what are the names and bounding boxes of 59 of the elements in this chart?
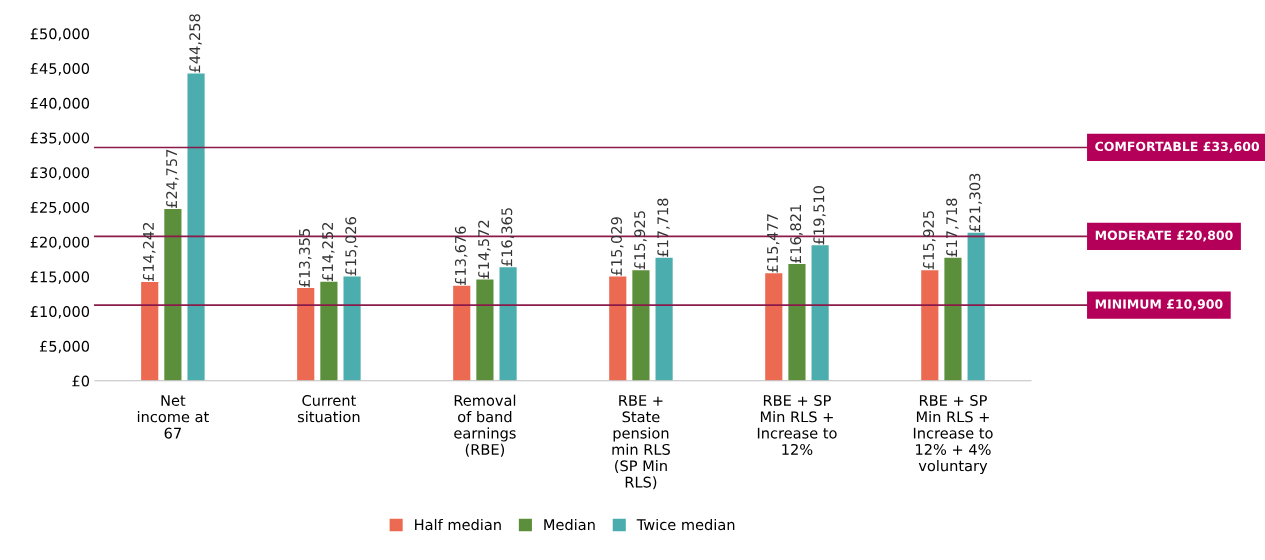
legend-label: Twice median <box>636 518 735 531</box>
y-tick-label: £15,000 <box>30 271 90 284</box>
ref-line-label: MODERATE £20,800 <box>1095 230 1233 242</box>
data-label: £15,477 <box>766 214 780 273</box>
bar <box>164 208 182 381</box>
data-label: £44,258 <box>189 14 202 73</box>
x-tick-label: Net income at 67 <box>137 395 209 439</box>
y-tick-label: £10,000 <box>30 306 90 319</box>
legend-label: Median <box>544 518 595 531</box>
data-label: £13,355 <box>298 229 312 288</box>
x-tick-label: Removal of band earnings (RBE) <box>454 394 516 457</box>
bar <box>141 281 159 381</box>
x-tick-label: RBE + SP Min RLS + Increase to 12% + 4% voluntary <box>913 394 993 475</box>
y-tick-label: £30,000 <box>30 167 90 180</box>
ref-line-label: COMFORTABLE £33,600 <box>1095 141 1260 153</box>
data-label: £14,242 <box>142 223 156 281</box>
data-label: £15,026 <box>345 217 358 276</box>
data-label: £17,718 <box>657 198 670 257</box>
y-tick-label: £5,000 <box>39 340 90 354</box>
ref-line-label: MINIMUM £10,900 <box>1095 299 1223 311</box>
y-tick-label: £40,000 <box>30 97 90 111</box>
data-label: £15,029 <box>610 217 624 276</box>
bar <box>187 73 205 381</box>
bar <box>944 257 962 381</box>
bar <box>297 288 315 381</box>
y-tick-label: £25,000 <box>30 201 90 215</box>
bar <box>655 257 673 381</box>
y-tick-label: £20,000 <box>30 236 90 250</box>
data-label: £19,510 <box>813 185 826 245</box>
data-label: £13,676 <box>454 226 468 285</box>
bar <box>765 273 783 381</box>
bar <box>811 245 829 381</box>
data-label: £15,925 <box>923 211 936 270</box>
bar <box>788 263 806 381</box>
x-tick-label: RBE + SP Min RLS + Increase to 12% <box>757 394 837 455</box>
bar <box>632 270 650 381</box>
data-label: £17,718 <box>946 198 959 257</box>
data-label: £14,252 <box>322 222 335 281</box>
bar <box>343 276 361 381</box>
bar <box>609 276 627 381</box>
data-label: £15,925 <box>634 211 647 270</box>
bar <box>921 270 939 381</box>
bar <box>320 281 338 381</box>
y-tick-label: £45,000 <box>30 63 90 76</box>
y-tick-label: £50,000 <box>30 28 90 41</box>
y-tick-label: £0 <box>72 375 90 387</box>
data-label: £16,365 <box>501 208 514 267</box>
data-label: £14,572 <box>478 220 491 279</box>
bar <box>476 279 494 381</box>
bar <box>453 285 471 381</box>
x-tick-label: Current situation <box>297 394 360 423</box>
bar <box>499 267 517 381</box>
y-tick-label: £35,000 <box>30 132 90 145</box>
data-label: £21,303 <box>969 173 982 232</box>
data-label: £16,821 <box>790 205 803 264</box>
legend-label: Half median <box>415 518 501 531</box>
bar <box>967 232 985 381</box>
x-tick-label: RBE + State pension min RLS (SP Min RLS) <box>612 395 670 490</box>
data-label: £24,757 <box>166 149 179 208</box>
